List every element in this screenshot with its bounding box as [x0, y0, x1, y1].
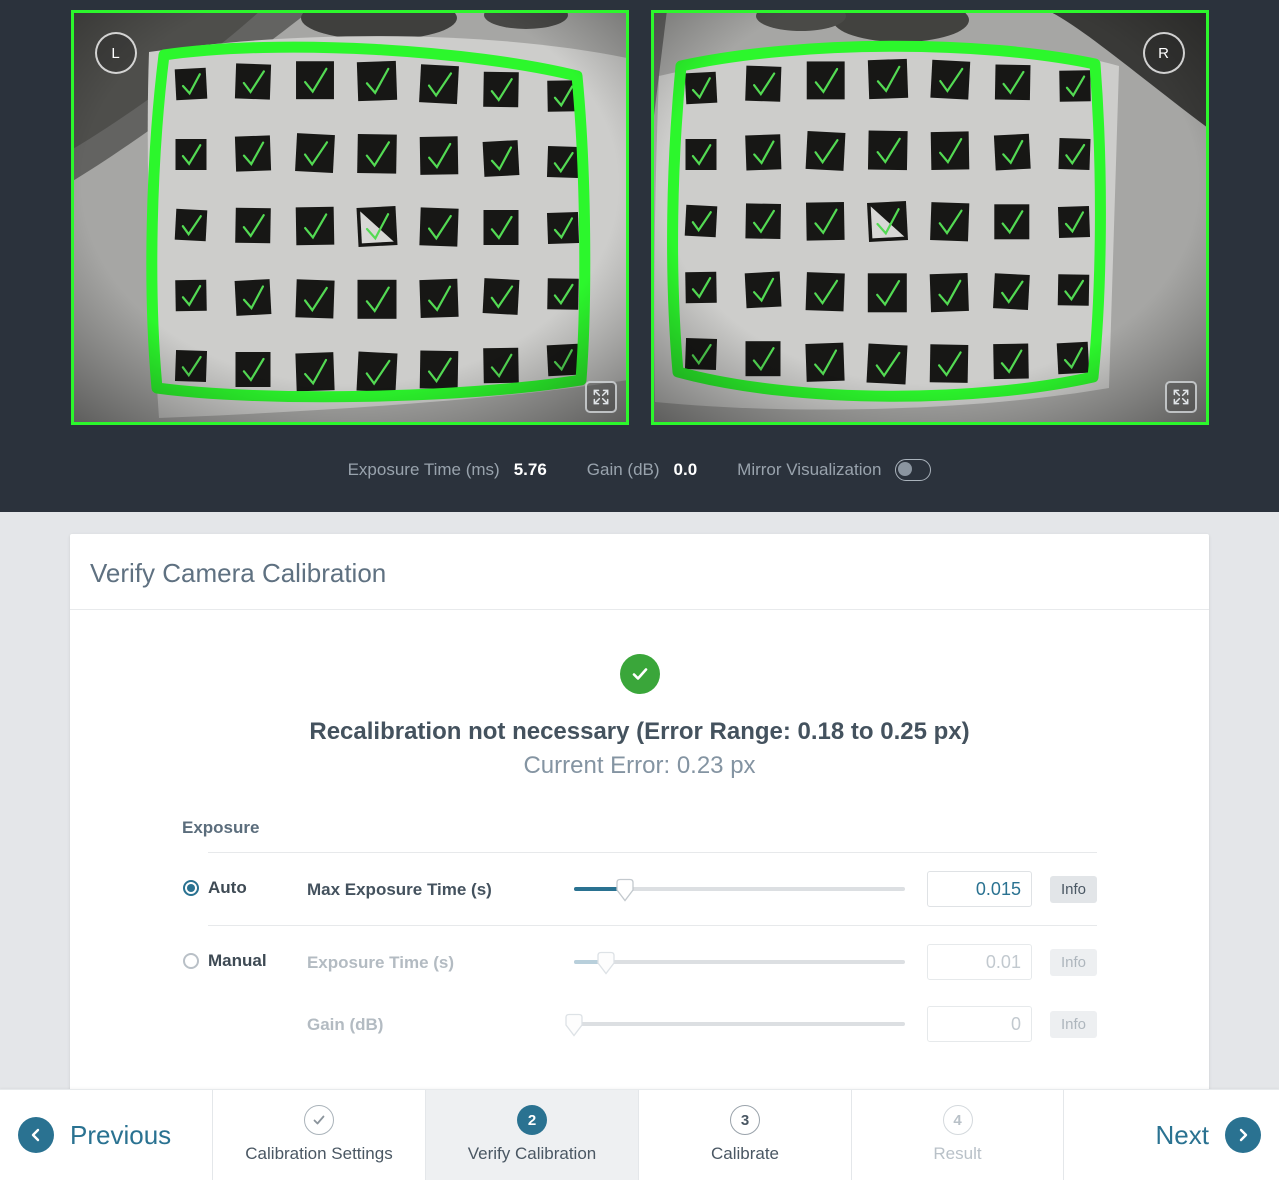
wizard-step-verify-calibration[interactable]: 2 Verify Calibration — [425, 1090, 638, 1180]
gain-value: 0.0 — [673, 460, 698, 479]
exposure-time-label: Exposure Time (ms) — [347, 460, 500, 479]
max-exposure-time-input[interactable] — [926, 871, 1032, 907]
camera-status-bar: Exposure Time (ms) 5.76 Gain (dB) 0.0 Mi… — [0, 459, 1279, 481]
next-label: Next — [1155, 1119, 1209, 1150]
info-button-max-exposure[interactable]: Info — [1049, 875, 1097, 903]
slider-track — [573, 887, 905, 891]
camera-preview-section: L R — [0, 0, 1279, 512]
camera-left-label: L — [111, 44, 120, 62]
exposure-time-s-label: Exposure Time (s) — [306, 953, 455, 972]
slider-thumb — [597, 951, 615, 975]
camera-view-left: L — [70, 10, 629, 425]
toggle-knob — [898, 462, 913, 476]
result-heading: Recalibration not necessary (Error Range… — [309, 718, 970, 745]
slider-track — [573, 960, 905, 964]
mirror-visualization-toggle[interactable] — [895, 459, 932, 481]
camera-row: L R — [0, 0, 1279, 425]
fullscreen-button-right[interactable] — [1164, 381, 1197, 413]
manual-radio-label: Manual — [208, 951, 267, 970]
gain-label: Gain (dB) — [586, 460, 660, 479]
max-exposure-time-label: Max Exposure Time (s) — [306, 880, 492, 899]
step-label: Verify Calibration — [467, 1144, 597, 1163]
exposure-section-label: Exposure — [182, 818, 260, 837]
exposure-time-slider — [573, 950, 905, 975]
step-done-check-icon — [304, 1105, 334, 1135]
fullscreen-icon — [1173, 389, 1188, 405]
slider-thumb — [565, 1013, 583, 1037]
fullscreen-button-left[interactable] — [584, 381, 617, 413]
verify-calibration-card: Verify Camera Calibration Recalibration … — [70, 534, 1209, 1106]
camera-view-right: R — [650, 10, 1209, 425]
camera-left-label-badge: L — [94, 32, 137, 74]
wizard-step-result: 4 Result — [851, 1090, 1064, 1180]
wizard-step-calibration-settings[interactable]: Calibration Settings — [212, 1090, 425, 1180]
camera-right-label-badge: R — [1142, 32, 1185, 74]
exposure-row-auto: Auto Max Exposure Time (s) — [183, 853, 1097, 925]
divider — [208, 852, 1097, 853]
step-label: Result — [933, 1144, 982, 1163]
wizard-navigation-bar: Previous Calibration Settings 2 Verify C… — [0, 1089, 1279, 1180]
step-number-badge: 2 — [517, 1105, 547, 1135]
exposure-time-value: 5.76 — [513, 460, 547, 479]
gain-slider — [565, 1012, 905, 1037]
auto-radio-label: Auto — [208, 878, 247, 897]
wizard-step-calibrate[interactable]: 3 Calibrate — [638, 1090, 851, 1180]
slider-fill — [573, 887, 626, 891]
mirror-visualization-label: Mirror Visualization — [737, 460, 882, 479]
page-title: Verify Camera Calibration — [90, 558, 387, 588]
step-label: Calibration Settings — [245, 1144, 393, 1163]
auto-radio[interactable] — [183, 880, 199, 896]
slider-track — [573, 1022, 905, 1026]
next-button[interactable]: Next — [1066, 1090, 1279, 1180]
card-header: Verify Camera Calibration — [70, 534, 1209, 610]
camera-image-right — [650, 10, 1209, 425]
exposure-settings-table: Auto Max Exposure Time (s) — [183, 852, 1097, 1060]
success-check-icon — [619, 654, 660, 694]
camera-right-label: R — [1158, 44, 1169, 62]
gain-db-label: Gain (dB) — [306, 1015, 384, 1034]
slider-thumb[interactable] — [615, 878, 635, 902]
max-exposure-time-slider[interactable] — [573, 877, 905, 902]
slider-fill — [573, 960, 607, 964]
manual-radio[interactable] — [183, 953, 199, 969]
divider — [208, 925, 1097, 926]
info-button-gain: Info — [1049, 1010, 1097, 1038]
exposure-time-input — [926, 944, 1032, 980]
step-number-badge: 3 — [730, 1105, 760, 1135]
card-body: Recalibration not necessary (Error Range… — [70, 610, 1209, 1106]
exposure-time-control: Exposure Time (s) Info — [307, 944, 1097, 980]
fullscreen-icon — [593, 389, 608, 405]
info-button-exposure-time: Info — [1049, 948, 1097, 976]
gain-control: Gain (dB) Info — [307, 1006, 1097, 1042]
step-label: Calibrate — [710, 1144, 780, 1163]
camera-image-left — [70, 10, 629, 425]
chevron-left-icon — [18, 1117, 54, 1153]
step-number-badge: 4 — [942, 1105, 973, 1135]
page-body: Verify Camera Calibration Recalibration … — [0, 512, 1279, 1106]
exposure-row-manual: Manual Exposure Time (s) — [183, 926, 1097, 1060]
gain-input — [926, 1006, 1032, 1042]
current-error-text: Current Error: 0.23 px — [523, 752, 756, 779]
chevron-right-icon — [1225, 1117, 1261, 1153]
max-exposure-time-control: Max Exposure Time (s) Info — [307, 871, 1097, 907]
previous-button[interactable]: Previous — [0, 1090, 212, 1180]
previous-label: Previous — [70, 1119, 172, 1150]
